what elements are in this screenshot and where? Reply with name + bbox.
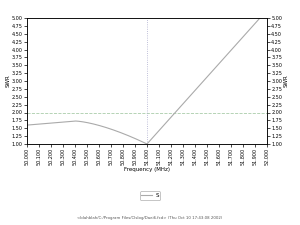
S <box>217 63 220 65</box>
Legend: S: S <box>140 191 160 200</box>
S <box>50 122 53 124</box>
S <box>265 9 269 11</box>
Y-axis label: SWR: SWR <box>6 75 10 87</box>
S <box>213 68 216 70</box>
S <box>145 143 149 145</box>
Text: <blahblah/C:/Program Files/Clslog/Daei6.fcd> (Thu Oct 10 17:43:08 2002): <blahblah/C:/Program Files/Clslog/Daei6.… <box>77 216 223 220</box>
S <box>190 92 194 95</box>
S <box>25 124 29 126</box>
Line: S: S <box>27 10 267 144</box>
S <box>122 133 126 135</box>
Y-axis label: SWR: SWR <box>284 75 288 87</box>
X-axis label: Frequency (MHz): Frequency (MHz) <box>124 167 170 172</box>
S <box>131 136 134 139</box>
